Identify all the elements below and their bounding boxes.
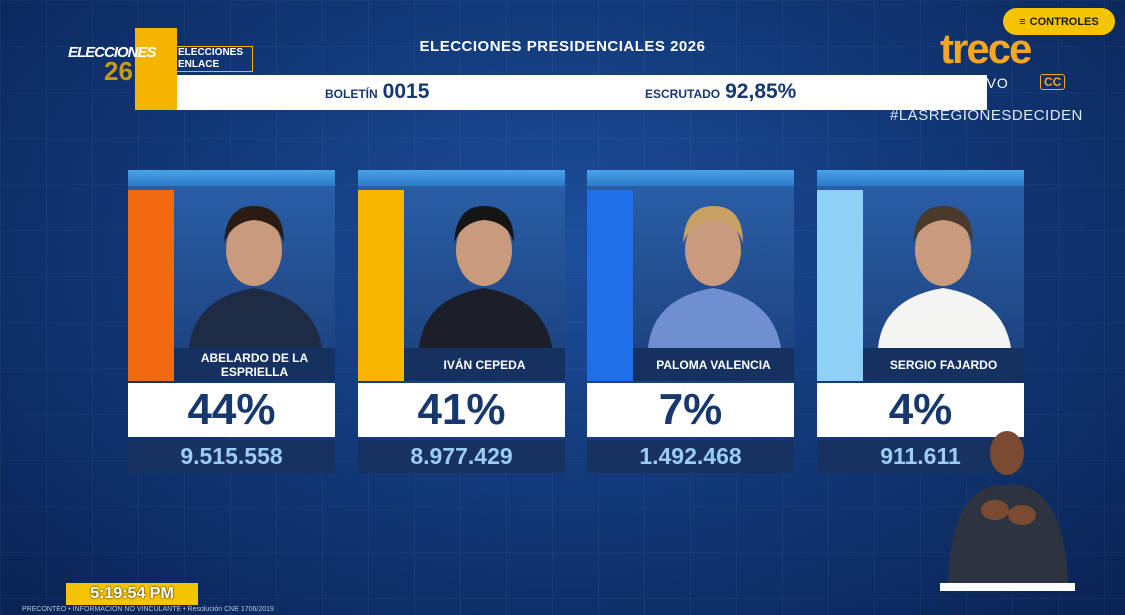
card-header-stripe — [817, 170, 1024, 186]
photo-body — [419, 288, 552, 348]
candidate-name: SERGIO FAJARDO — [863, 348, 1024, 381]
candidate-percent: 41% — [358, 383, 565, 437]
photo-body — [189, 288, 322, 348]
candidate-photo — [189, 206, 322, 348]
bulletin: BOLETÍN 0015 — [325, 80, 429, 104]
photo-hair — [913, 206, 973, 243]
counted: ESCRUTADO 92,85% — [645, 80, 796, 104]
controls-label: CONTROLES — [1029, 15, 1099, 28]
footer-note: PRECONTEO • INFORMACIÓN NO VINCULANTE • … — [22, 606, 274, 613]
card-header-stripe — [358, 170, 565, 186]
candidate-name: PALOMA VALENCIA — [633, 348, 794, 381]
logo-year: 26 — [104, 56, 133, 86]
photo-face — [915, 214, 971, 286]
candidate-name: IVÁN CEPEDA — [404, 348, 565, 381]
clock: 5:19:54 PM — [66, 583, 198, 605]
party-color-bar — [128, 190, 174, 381]
header-title: ELECCIONES PRESIDENCIALES 2026 — [419, 38, 706, 55]
logo-accent — [135, 28, 177, 110]
controls-button[interactable]: ≡ CONTROLES — [1003, 8, 1115, 35]
photo-face — [456, 214, 512, 286]
photo-hair — [454, 206, 514, 243]
bulletin-number: 0015 — [382, 80, 430, 103]
candidate-votes: 9.515.558 — [128, 440, 335, 473]
counted-label: ESCRUTADO — [645, 87, 721, 101]
candidate-photo — [878, 206, 1011, 348]
interpreter-hand — [1008, 505, 1036, 525]
party-color-bar — [587, 190, 633, 381]
card-header-stripe — [587, 170, 794, 186]
candidate-votes: 911.611 — [817, 440, 1024, 473]
candidate-photo — [648, 206, 781, 348]
photo-hair — [683, 206, 743, 243]
photo-face — [685, 214, 741, 286]
photo-face — [226, 214, 282, 286]
interpreter-base — [940, 583, 1075, 591]
live-label: EN VIVO — [945, 75, 1009, 91]
interpreter-hand — [981, 500, 1009, 520]
interpreter-head — [990, 431, 1024, 475]
photo-body — [878, 288, 1011, 348]
logo-badge-line: ELECCIONES — [178, 47, 244, 58]
header-bar — [177, 75, 987, 110]
candidate-votes: 8.977.429 — [358, 440, 565, 473]
candidate-percent: 7% — [587, 383, 794, 437]
photo-hair — [224, 206, 284, 243]
counted-value: 92,85% — [725, 80, 797, 103]
party-color-bar — [817, 190, 863, 381]
interpreter-body — [948, 485, 1068, 583]
photo-body — [648, 288, 781, 348]
logo-badge-line: ENLACE — [178, 59, 220, 70]
logo-text: ELECCIONES — [68, 44, 157, 61]
bulletin-label: BOLETÍN — [325, 87, 378, 101]
candidate-votes: 1.492.468 — [587, 440, 794, 473]
candidate-percent: 4% — [817, 383, 1024, 437]
logo-badge: ELECCIONES ENLACE — [175, 46, 253, 72]
interpreter — [940, 431, 1075, 591]
party-color-bar — [358, 190, 404, 381]
card-header-stripe — [128, 170, 335, 186]
candidate-percent: 44% — [128, 383, 335, 437]
candidate-photo — [419, 206, 552, 348]
menu-icon: ≡ — [1019, 15, 1026, 28]
hashtag: #LASREGIONESDECIDEN — [890, 107, 1083, 124]
candidate-name: ABELARDO DE LA ESPRIELLA — [174, 348, 335, 381]
cc-badge: CC — [1040, 74, 1066, 90]
